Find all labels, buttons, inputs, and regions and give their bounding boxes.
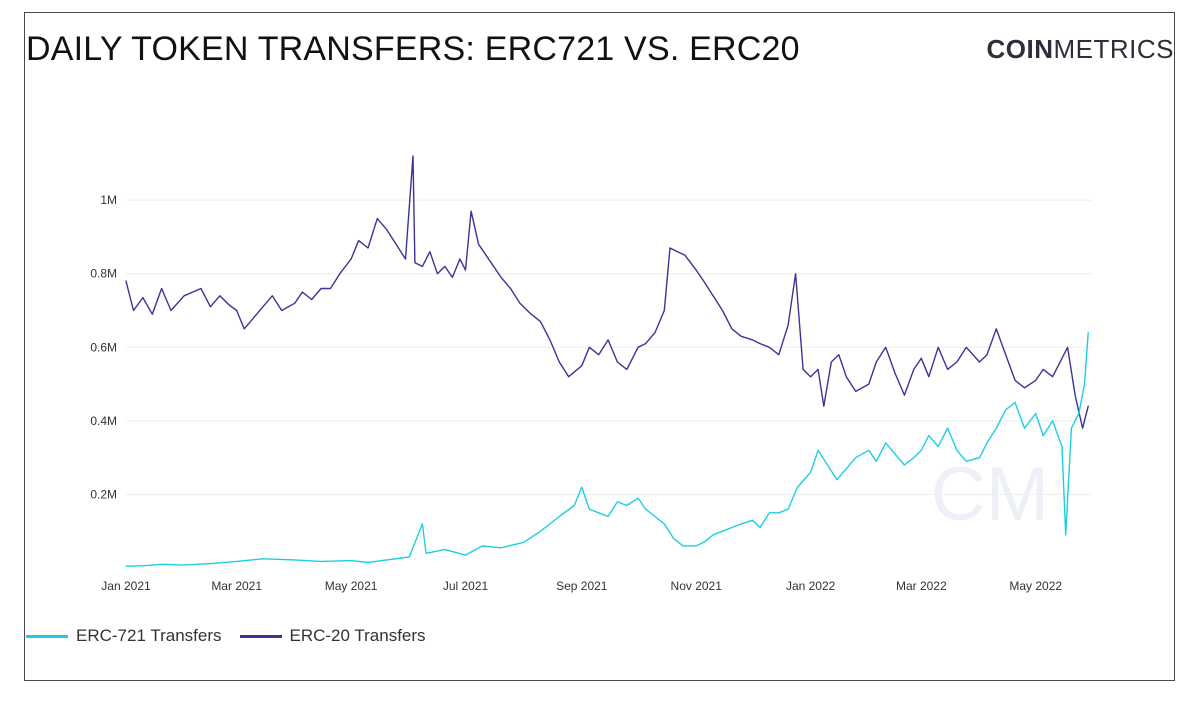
legend-label-erc20: ERC-20 Transfers [289, 626, 426, 645]
y-tick-label: 0.6M [90, 340, 117, 354]
x-tick-label: Mar 2022 [896, 579, 947, 593]
y-tick-label: 0.2M [90, 487, 117, 501]
series-line-erc20 [125, 155, 1089, 429]
brand-logo-bold: COIN [986, 34, 1054, 64]
x-tick-label: Jan 2022 [786, 579, 836, 593]
legend-item-erc20[interactable]: ERC-20 Transfers [239, 626, 426, 646]
watermark-text: CM [931, 452, 1049, 537]
legend-swatch-erc721 [26, 634, 68, 638]
brand-logo: COINMETRICS [987, 34, 1175, 65]
x-tick-label: Mar 2021 [211, 579, 262, 593]
x-tick-label: Sep 2021 [556, 579, 608, 593]
x-tick-label: Jul 2021 [443, 579, 489, 593]
y-tick-label: 1M [100, 193, 117, 207]
x-tick-label: May 2021 [325, 579, 378, 593]
chart-title: DAILY TOKEN TRANSFERS: ERC721 VS. ERC20 [26, 30, 800, 68]
legend-label-erc721: ERC-721 Transfers [76, 626, 222, 645]
legend-item-erc721[interactable]: ERC-721 Transfers [26, 626, 222, 646]
series-line-erc721 [125, 331, 1089, 567]
x-tick-label: Jan 2021 [101, 579, 151, 593]
x-tick-label: Nov 2021 [671, 579, 723, 593]
chart-frame [24, 12, 1175, 681]
y-tick-label: 0.4M [90, 414, 117, 428]
legend: ERC-721 Transfers ERC-20 Transfers [26, 626, 426, 646]
y-tick-label: 0.8M [90, 267, 117, 281]
legend-swatch-erc20 [239, 634, 282, 638]
brand-logo-light: METRICS [1053, 34, 1174, 64]
x-tick-label: May 2022 [1009, 579, 1062, 593]
